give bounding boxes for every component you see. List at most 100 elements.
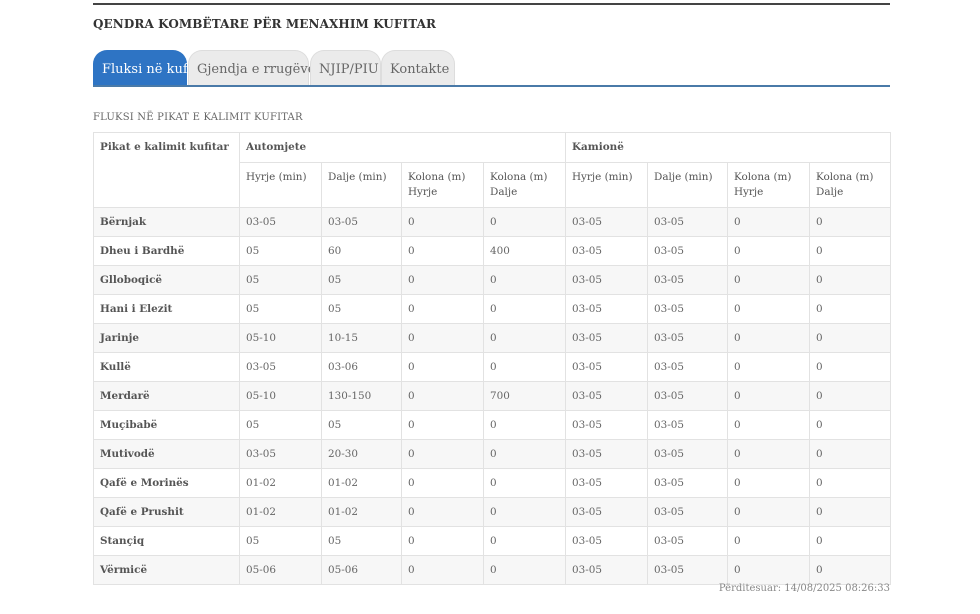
table-cell: 0 [401,207,484,237]
column-header: Kolona (m) Dalje [809,162,891,208]
table-cell: 10-15 [321,323,402,353]
crossing-point-name: Hani i Elezit [93,294,240,324]
crossing-point-name: Qafë e Morinës [93,468,240,498]
table-cell: 05 [321,294,402,324]
table-cell: 03-05 [321,207,402,237]
table-cell: 0 [727,294,810,324]
table-cell: 20-30 [321,439,402,469]
column-header: Hyrje (min) [565,162,648,208]
table-cell: 03-05 [647,381,728,411]
table-cell: 03-05 [647,497,728,527]
table-cell: 03-05 [565,352,648,382]
table-cell: 03-05 [647,526,728,556]
table-row: Mutivodë 03-05 20-30 0 0 03-05 03-05 0 0 [93,439,891,469]
table-cell: 05 [321,265,402,295]
page-container: QENDRA KOMBËTARE PËR MENAXHIM KUFITAR Fl… [93,0,891,594]
table-cell: 05 [321,526,402,556]
table-cell: 03-06 [321,352,402,382]
table-cell: 0 [483,410,566,440]
crossing-point-name: Mutivodë [93,439,240,469]
table-cell: 03-05 [565,526,648,556]
crossing-point-name: Dheu i Bardhë [93,236,240,266]
column-header: Dalje (min) [647,162,728,208]
table-cell: 0 [727,352,810,382]
tab-bar: Fluksi në kufi Gjendja e rrugëve NJIP/PI… [93,50,890,85]
table-cell: 05 [239,294,322,324]
table-cell: 05 [321,410,402,440]
group-header-kamione: Kamionë [565,132,891,163]
table-cell: 700 [483,381,566,411]
table-cell: 0 [401,555,484,585]
crossing-point-name: Vërmicë [93,555,240,585]
crossing-point-name: Merdarë [93,381,240,411]
table-cell: 0 [727,381,810,411]
column-header-crossing-point: Pikat e kalimit kufitar [93,132,240,208]
table-cell: 03-05 [565,294,648,324]
table-cell: 05 [239,410,322,440]
crossing-point-name: Muçibabë [93,410,240,440]
table-cell: 0 [483,526,566,556]
table-row: Qafë e Morinës 01-02 01-02 0 0 03-05 03-05 0 0 [93,468,891,498]
table-cell: 03-05 [647,294,728,324]
table-cell: 03-05 [647,410,728,440]
crossing-point-name: Bërnjak [93,207,240,237]
table-cell: 0 [401,526,484,556]
tab-gjendja-e-rrugeve[interactable]: Gjendja e rrugëve [188,50,315,85]
table-cell: 03-05 [239,207,322,237]
table-cell: 0 [809,439,891,469]
table-row: Glloboqicë 05 05 0 0 03-05 03-05 0 0 [93,265,891,295]
table-cell: 0 [809,323,891,353]
table-row: Bërnjak 03-05 03-05 0 0 03-05 03-05 0 0 [93,207,891,237]
table-cell: 03-05 [647,323,728,353]
table-cell: 0 [727,526,810,556]
column-header: Hyrje (min) [239,162,322,208]
table-cell: 01-02 [321,468,402,498]
table-cell: 03-05 [647,207,728,237]
crossing-point-name: Stançiq [93,526,240,556]
table-cell: 03-05 [565,555,648,585]
table-cell: 03-05 [239,352,322,382]
table-cell: 05-10 [239,381,322,411]
table-cell: 0 [809,352,891,382]
table-cell: 0 [727,468,810,498]
table-cell: 0 [809,468,891,498]
table-row: Hani i Elezit 05 05 0 0 03-05 03-05 0 0 [93,294,891,324]
table-cell: 0 [809,526,891,556]
table-cell: 05 [239,236,322,266]
table-cell: 0 [809,236,891,266]
table-cell: 0 [809,410,891,440]
table-cell: 0 [401,468,484,498]
tab-fluksi-ne-kufi[interactable]: Fluksi në kufi [93,50,192,85]
table-cell: 0 [809,207,891,237]
table-cell: 03-05 [565,439,648,469]
table-cell: 0 [727,555,810,585]
table-cell: 130-150 [321,381,402,411]
table-row: Kullë 03-05 03-06 0 0 03-05 03-05 0 0 [93,352,891,382]
crossing-point-name: Jarinje [93,323,240,353]
table-cell: 0 [483,207,566,237]
column-header: Kolona (m) Hyrje [727,162,810,208]
table-row: Dheu i Bardhë 05 60 0 400 03-05 03-05 0 0 [93,236,891,266]
table-cell: 0 [727,207,810,237]
table-cell: 0 [483,439,566,469]
last-updated-timestamp: Përditesuar: 14/08/2025 08:26:33 [718,583,890,594]
tab-kontakte[interactable]: Kontakte [381,50,455,85]
table-cell: 05-10 [239,323,322,353]
tab-njip-piu[interactable]: NJIP/PIU [310,50,381,85]
table-cell: 0 [401,381,484,411]
table-cell: 03-05 [565,265,648,295]
table-cell: 03-05 [239,439,322,469]
table-cell: 0 [809,497,891,527]
table-cell: 0 [401,236,484,266]
tab-underline [93,85,890,87]
table-cell: 0 [809,265,891,295]
table-cell: 0 [727,265,810,295]
table-cell: 0 [401,294,484,324]
column-header: Kolona (m) Hyrje [401,162,484,208]
table-cell: 03-05 [647,555,728,585]
column-header: Kolona (m) Dalje [483,162,566,208]
table-cell: 03-05 [565,381,648,411]
table-cell: 0 [401,352,484,382]
top-rule [93,3,890,5]
section-title: FLUKSI NË PIKAT E KALIMIT KUFITAR [93,112,303,123]
